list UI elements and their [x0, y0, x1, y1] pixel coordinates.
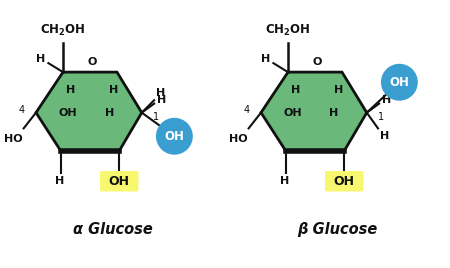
Text: O: O [88, 57, 97, 67]
Text: OH: OH [389, 76, 410, 89]
Text: 1: 1 [378, 112, 384, 122]
Text: H: H [380, 131, 389, 141]
Text: H: H [55, 176, 64, 186]
Text: H: H [261, 54, 270, 64]
Text: $\mathbf{CH_2OH}$: $\mathbf{CH_2OH}$ [40, 23, 86, 38]
Text: H: H [156, 88, 166, 99]
Circle shape [156, 118, 193, 155]
Text: H: H [36, 54, 45, 64]
Polygon shape [261, 72, 367, 151]
Text: β Glucose: β Glucose [297, 222, 378, 237]
Text: H: H [104, 108, 114, 118]
Text: HO: HO [229, 133, 248, 143]
Text: OH: OH [334, 175, 355, 188]
FancyBboxPatch shape [100, 171, 139, 192]
Text: $\mathbf{CH_2OH}$: $\mathbf{CH_2OH}$ [266, 23, 310, 38]
Text: O: O [313, 57, 322, 67]
FancyBboxPatch shape [325, 171, 364, 192]
Polygon shape [36, 72, 142, 151]
Text: H: H [109, 85, 118, 95]
Text: OH: OH [164, 130, 184, 143]
Circle shape [381, 64, 418, 101]
Text: 4: 4 [243, 105, 249, 116]
Text: H: H [291, 85, 301, 95]
Text: OH: OH [109, 175, 130, 188]
Text: OH: OH [58, 108, 77, 118]
Text: 4: 4 [18, 105, 24, 116]
Text: HO: HO [4, 133, 23, 143]
Text: H: H [66, 85, 76, 95]
Text: H: H [334, 85, 343, 95]
Text: H: H [382, 95, 392, 105]
Text: 1: 1 [153, 112, 159, 122]
Text: H: H [329, 108, 339, 118]
Text: H: H [158, 95, 166, 105]
Text: α Glucose: α Glucose [72, 222, 153, 237]
Text: OH: OH [283, 108, 302, 118]
Text: H: H [280, 176, 289, 186]
